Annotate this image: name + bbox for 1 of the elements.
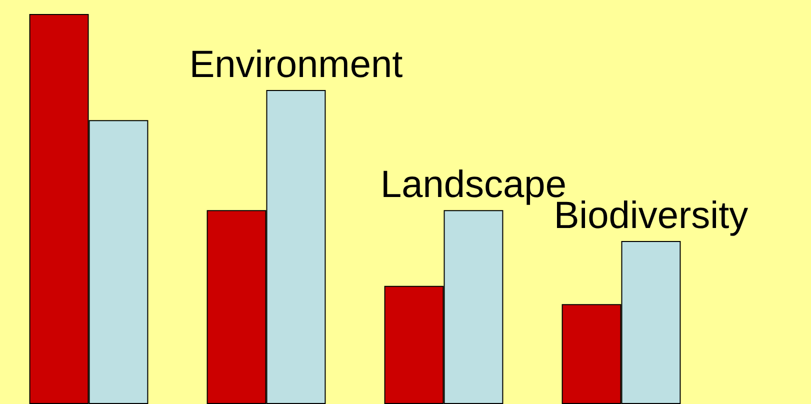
x-tick-label: Environment bbox=[189, 44, 404, 86]
